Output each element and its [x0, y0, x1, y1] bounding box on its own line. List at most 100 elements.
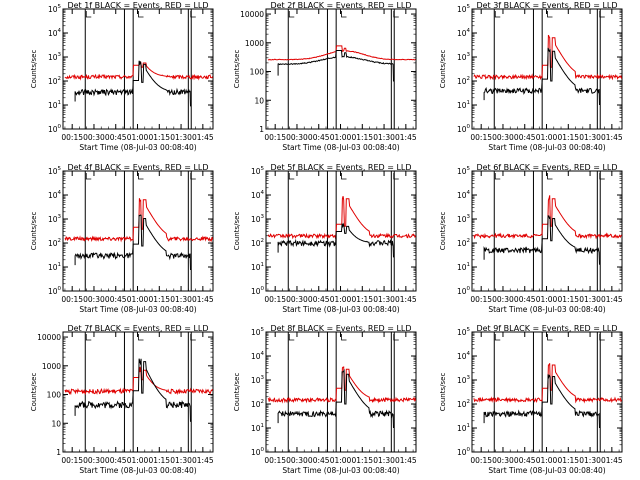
x-tick-label: 01:30	[373, 456, 395, 465]
y-tick-label: 102	[48, 76, 61, 86]
interval-flag	[599, 11, 605, 18]
interval-flag	[599, 334, 605, 341]
panel-title: Det 6f BLACK = Events, RED = LLD	[476, 163, 617, 172]
x-tick-label: 01:45	[192, 295, 214, 304]
interval-flag	[547, 11, 553, 18]
y-tick-label: 101	[457, 423, 470, 433]
y-tick-label: 105	[457, 4, 471, 14]
y-tick-label: 105	[251, 166, 265, 176]
y-axis-label: Counts/sec	[233, 50, 241, 89]
x-tick-label: 00:15	[264, 456, 286, 465]
x-tick-label: 01:45	[192, 133, 214, 142]
interval-flag	[599, 173, 605, 180]
x-tick-label: 01:00	[127, 295, 149, 304]
x-tick-label: 00:30	[492, 456, 514, 465]
x-axis-label: Start Time (08-Jul-03 00:08:40)	[488, 466, 605, 475]
interval-flag	[190, 173, 196, 180]
x-tick-label: 01:45	[601, 295, 623, 304]
x-tick-label: 01:00	[330, 456, 352, 465]
x-tick-label: 01:45	[192, 456, 214, 465]
y-tick-label: 104	[457, 190, 471, 200]
y-tick-label: 101	[48, 100, 61, 110]
panel-det-7: Det 7f BLACK = Events, RED = LLD 1 10 100 10…	[30, 324, 214, 475]
x-axis-label: Start Time (08-Jul-03 00:08:40)	[488, 143, 605, 152]
x-tick-label: 00:15	[61, 295, 83, 304]
y-tick-label: 105	[251, 327, 265, 337]
y-tick-label: 104	[251, 351, 265, 361]
x-tick-label: 01:30	[579, 456, 601, 465]
y-tick-label: 103	[457, 52, 471, 62]
x-tick-label: 00:15	[470, 133, 492, 142]
panel-det-5: Det 5f BLACK = Events, RED = LLD 100 101 10…	[233, 163, 417, 314]
x-tick-label: 01:00	[127, 133, 149, 142]
x-tick-label: 00:15	[470, 295, 492, 304]
y-tick-label: 105	[457, 166, 471, 176]
y-tick-label: 104	[251, 190, 265, 200]
panel-det-3: Det 3f BLACK = Events, RED = LLD 100 101 10…	[439, 1, 623, 152]
interval-flag	[494, 11, 501, 18]
x-tick-label: 01:00	[536, 133, 558, 142]
y-tick-label: 1000	[245, 39, 264, 48]
y-tick-label: 103	[251, 214, 265, 224]
x-tick-label: 01:15	[557, 456, 579, 465]
panel-title: Det 4f BLACK = Events, RED = LLD	[67, 163, 208, 172]
interval-flag	[288, 173, 295, 180]
y-tick-label: 101	[457, 100, 470, 110]
y-tick-label: 100	[251, 447, 265, 457]
interval-flag	[85, 173, 92, 180]
y-tick-label: 102	[48, 238, 61, 248]
x-tick-label: 01:30	[579, 295, 601, 304]
y-axis-label: Counts/sec	[233, 373, 241, 412]
series-events-line	[483, 47, 600, 106]
y-axis-label: Counts/sec	[439, 212, 447, 251]
y-tick-label: 100	[457, 447, 471, 457]
x-tick-label: 01:15	[351, 133, 373, 142]
x-tick-label: 00:15	[264, 133, 286, 142]
panel-det-2: Det 2f BLACK = Events, RED = LLD 1 10 100 10…	[233, 1, 417, 152]
x-tick-label: 01:30	[579, 133, 601, 142]
y-tick-label: 102	[251, 399, 264, 409]
series-lld-line	[267, 45, 416, 61]
x-tick-label: 01:45	[395, 456, 417, 465]
x-tick-label: 01:15	[351, 456, 373, 465]
panel-det-4: Det 4f BLACK = Events, RED = LLD 100 101 10…	[30, 163, 214, 314]
x-tick-label: 01:00	[536, 295, 558, 304]
y-tick-label: 103	[251, 375, 265, 385]
x-tick-label: 00:45	[105, 295, 127, 304]
x-tick-label: 00:30	[286, 456, 308, 465]
x-tick-label: 01:45	[601, 133, 623, 142]
x-tick-label: 00:45	[514, 133, 536, 142]
x-tick-label: 01:15	[148, 133, 170, 142]
y-tick-label: 101	[251, 262, 264, 272]
series-events-line	[483, 374, 600, 429]
y-tick-label: 100	[457, 286, 471, 296]
interval-flag	[288, 334, 295, 341]
series-events-line	[277, 368, 394, 429]
interval-flag	[494, 334, 501, 341]
interval-flag	[547, 334, 553, 341]
y-tick-label: 102	[457, 399, 470, 409]
y-tick-label: 104	[48, 28, 62, 38]
y-tick-label: 102	[251, 238, 264, 248]
x-tick-label: 00:30	[492, 133, 514, 142]
x-tick-label: 01:15	[351, 295, 373, 304]
y-tick-label: 10	[51, 419, 61, 428]
y-tick-label: 104	[48, 190, 62, 200]
y-tick-label: 100	[251, 286, 265, 296]
series-events-line	[74, 60, 191, 107]
x-tick-label: 01:45	[601, 456, 623, 465]
x-tick-label: 01:15	[557, 295, 579, 304]
x-axis-label: Start Time (08-Jul-03 00:08:40)	[282, 143, 399, 152]
y-tick-label: 102	[457, 238, 470, 248]
panel-det-1: Det 1f BLACK = Events, RED = LLD 100 101 10…	[30, 1, 214, 152]
y-tick-label: 105	[48, 166, 62, 176]
y-tick-label: 100	[48, 124, 62, 134]
y-tick-label: 101	[457, 262, 470, 272]
x-axis-label: Start Time (08-Jul-03 00:08:40)	[79, 466, 196, 475]
x-axis-label: Start Time (08-Jul-03 00:08:40)	[282, 466, 399, 475]
y-axis-label: Counts/sec	[30, 50, 38, 89]
x-tick-label: 00:30	[83, 295, 105, 304]
x-tick-label: 01:15	[148, 456, 170, 465]
x-tick-label: 00:45	[105, 456, 127, 465]
x-tick-label: 00:30	[286, 295, 308, 304]
